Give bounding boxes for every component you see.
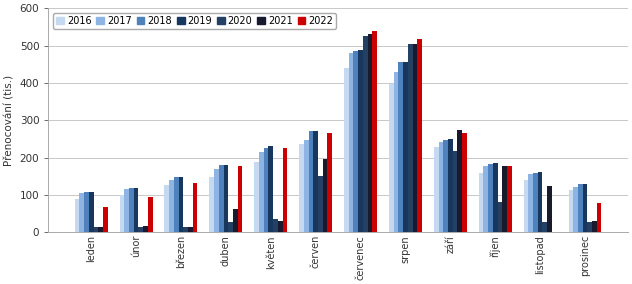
Bar xyxy=(174,177,179,232)
Bar xyxy=(99,227,103,232)
Bar xyxy=(84,192,89,232)
Bar xyxy=(304,140,308,232)
Bar xyxy=(372,31,377,232)
Legend: 2016, 2017, 2018, 2019, 2020, 2021, 2022: 2016, 2017, 2018, 2019, 2020, 2021, 2022 xyxy=(53,13,336,29)
Bar xyxy=(273,219,278,232)
Bar xyxy=(583,185,587,232)
Bar xyxy=(209,178,214,232)
Bar xyxy=(597,203,602,232)
Bar xyxy=(408,44,413,232)
Bar xyxy=(497,202,502,232)
Bar xyxy=(238,166,243,232)
Bar xyxy=(358,50,363,232)
Bar xyxy=(148,197,152,232)
Bar xyxy=(214,169,219,232)
Y-axis label: Přenocování (tis.): Přenocování (tis.) xyxy=(4,75,14,166)
Bar xyxy=(592,221,597,232)
Bar xyxy=(299,144,304,232)
Bar xyxy=(353,51,358,232)
Bar xyxy=(233,209,238,232)
Bar xyxy=(308,131,313,232)
Bar xyxy=(228,222,233,232)
Bar xyxy=(528,174,533,232)
Bar xyxy=(413,44,417,232)
Bar xyxy=(507,166,512,232)
Bar xyxy=(283,148,288,232)
Bar xyxy=(313,131,318,232)
Bar xyxy=(538,172,542,232)
Bar xyxy=(569,191,573,232)
Bar xyxy=(462,133,467,232)
Bar xyxy=(349,53,353,232)
Bar xyxy=(125,189,129,232)
Bar xyxy=(493,163,497,232)
Bar xyxy=(523,180,528,232)
Bar xyxy=(587,222,592,232)
Bar xyxy=(193,183,197,232)
Bar xyxy=(119,195,125,232)
Bar xyxy=(403,62,408,232)
Bar xyxy=(389,83,394,232)
Bar xyxy=(134,188,138,232)
Bar xyxy=(164,185,169,232)
Bar xyxy=(188,227,193,232)
Bar xyxy=(89,192,94,232)
Bar xyxy=(458,130,462,232)
Bar xyxy=(318,176,323,232)
Bar xyxy=(323,159,327,232)
Bar xyxy=(129,188,134,232)
Bar xyxy=(143,226,148,232)
Bar xyxy=(269,146,273,232)
Bar xyxy=(394,72,398,232)
Bar xyxy=(488,164,493,232)
Bar xyxy=(573,187,578,232)
Bar xyxy=(278,221,283,232)
Bar xyxy=(179,177,183,232)
Bar xyxy=(80,193,84,232)
Bar xyxy=(478,173,483,232)
Bar xyxy=(578,185,583,232)
Bar xyxy=(224,165,228,232)
Bar xyxy=(327,133,332,232)
Bar xyxy=(183,227,188,232)
Bar xyxy=(219,165,224,232)
Bar xyxy=(103,207,107,232)
Bar xyxy=(398,62,403,232)
Bar xyxy=(547,186,552,232)
Bar xyxy=(483,166,488,232)
Bar xyxy=(344,68,349,232)
Bar xyxy=(502,166,507,232)
Bar xyxy=(254,162,259,232)
Bar xyxy=(453,151,458,232)
Bar xyxy=(259,152,264,232)
Bar xyxy=(138,227,143,232)
Bar xyxy=(94,227,99,232)
Bar xyxy=(417,39,422,232)
Bar xyxy=(533,173,538,232)
Bar xyxy=(439,142,443,232)
Bar xyxy=(264,148,269,232)
Bar xyxy=(368,34,372,232)
Bar xyxy=(448,139,453,232)
Bar xyxy=(434,147,439,232)
Bar xyxy=(542,222,547,232)
Bar xyxy=(75,199,80,232)
Bar xyxy=(443,140,448,232)
Bar xyxy=(169,180,174,232)
Bar xyxy=(363,36,368,232)
